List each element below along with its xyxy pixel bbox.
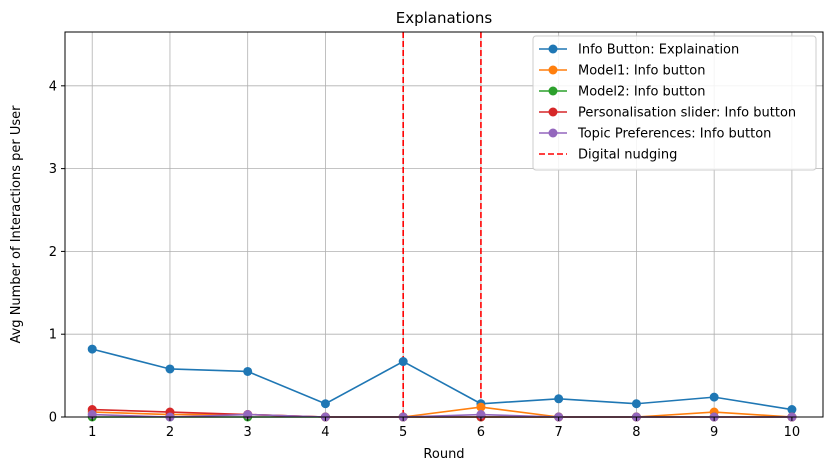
legend-marker	[548, 44, 558, 54]
legend-marker	[548, 86, 558, 96]
legend-box	[532, 35, 817, 171]
legend-marker	[548, 65, 558, 75]
legend-item: Personalisation slider: Info button	[539, 106, 796, 121]
x-tick-label: 1	[88, 425, 96, 440]
x-tick-label: 4	[321, 425, 329, 440]
legend-marker	[548, 128, 558, 138]
legend-label: Model1: Info button	[578, 64, 705, 79]
y-tick-label: 0	[49, 411, 57, 426]
data-point	[476, 402, 486, 412]
legend-label: Digital nudging	[578, 148, 677, 163]
y-tick-label: 2	[49, 245, 57, 260]
nudging-lines	[402, 32, 482, 417]
x-tick-label: 7	[555, 425, 563, 440]
series-line	[92, 406, 792, 418]
data-point	[709, 392, 719, 402]
legend-label: Info Button: Explaination	[578, 43, 739, 58]
legend-label: Topic Preferences: Info button	[577, 127, 771, 142]
x-tick-label: 10	[784, 425, 801, 440]
legend-marker	[548, 107, 558, 117]
legend-item: Digital nudging	[539, 148, 677, 163]
data-point	[554, 394, 564, 404]
legend-item: Topic Preferences: Info button	[539, 127, 771, 142]
y-tick-label: 4	[49, 79, 57, 94]
x-axis-ticks: 1 2 3 4 5 6 7 8 9 10	[88, 417, 800, 440]
legend: Info Button: Explaination Model1: Info bu…	[532, 35, 817, 171]
y-axis-ticks: 0 1 2 3 4	[49, 79, 65, 426]
data-point	[320, 399, 330, 409]
data-point	[87, 344, 97, 354]
legend-label: Personalisation slider: Info button	[578, 106, 796, 121]
legend-label: Model2: Info button	[578, 85, 705, 100]
plot-frame	[64, 31, 824, 418]
series	[87, 344, 797, 422]
chart-title: Explanations	[396, 9, 493, 27]
series-group	[87, 344, 797, 415]
x-tick-label: 9	[710, 425, 718, 440]
x-tick-label: 6	[477, 425, 485, 440]
y-tick-label: 3	[49, 162, 57, 177]
legend-item: Model1: Info button	[539, 64, 705, 79]
x-tick-label: 2	[166, 425, 174, 440]
x-tick-label: 3	[244, 425, 252, 440]
data-point	[631, 399, 641, 409]
x-axis-title: Round	[423, 447, 464, 462]
series-line	[92, 348, 793, 411]
legend-item: Info Button: Explaination	[539, 43, 739, 58]
data-point	[243, 366, 253, 376]
y-tick-label: 1	[49, 328, 57, 343]
y-axis-title: Avg Number of Interactions per User	[9, 105, 24, 344]
data-point	[787, 405, 797, 415]
data-point	[165, 364, 175, 374]
legend-item: Model2: Info button	[539, 85, 705, 100]
x-tick-label: 5	[399, 425, 407, 440]
x-tick-label: 8	[632, 425, 640, 440]
data-point	[398, 357, 408, 367]
